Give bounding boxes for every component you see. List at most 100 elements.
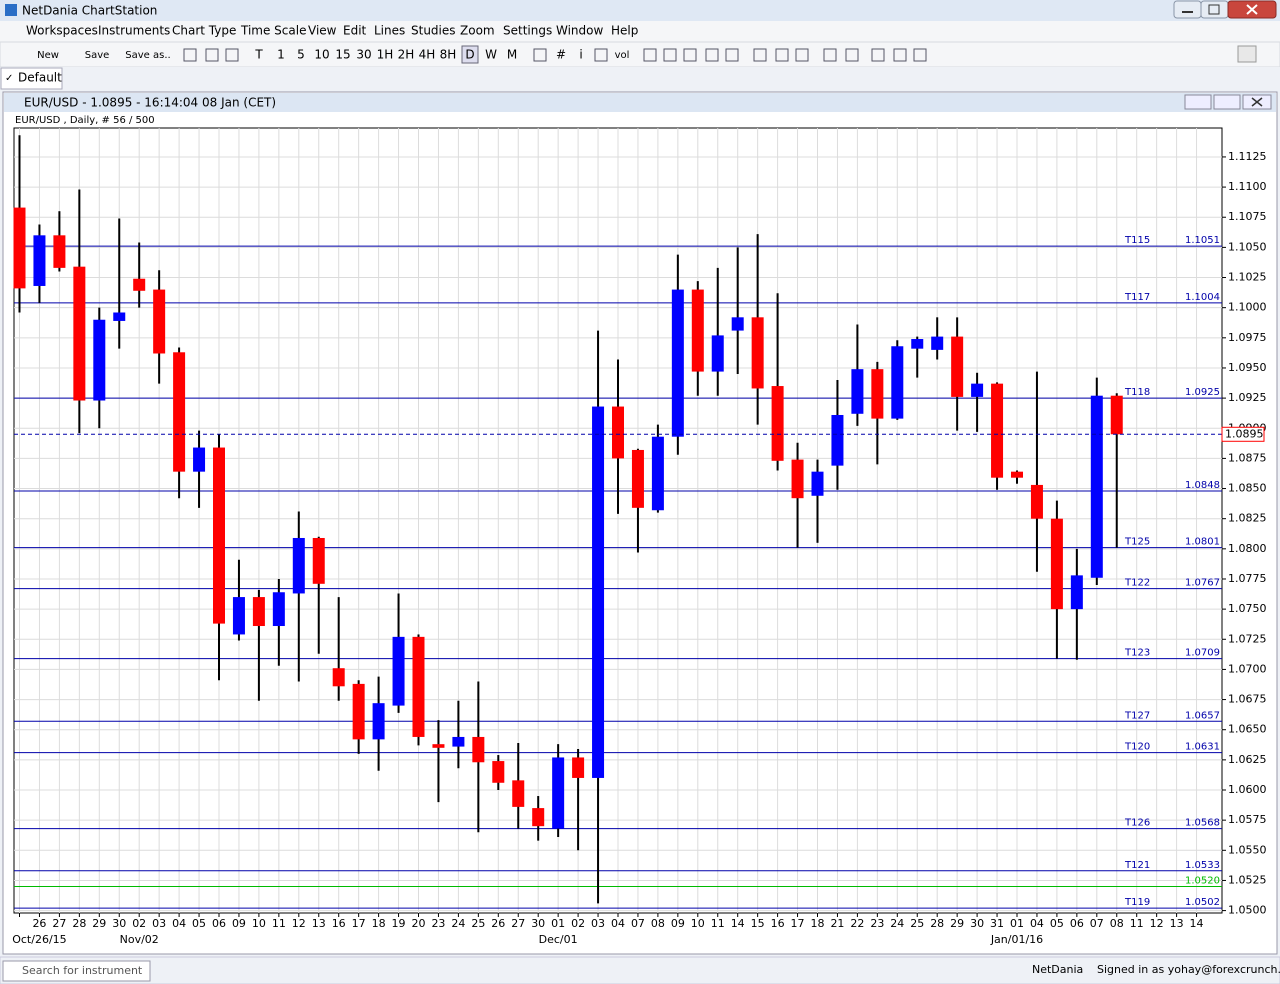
candle-body — [512, 780, 525, 807]
period-button[interactable]: 1 — [277, 48, 285, 62]
x-tick-label: 11 — [711, 917, 725, 930]
menu-item[interactable]: Instruments — [98, 24, 170, 38]
title-bar — [0, 0, 1280, 21]
toolbar-toggle[interactable] — [1237, 45, 1257, 63]
x-tick-label: 24 — [451, 917, 465, 930]
menu-item[interactable]: Edit — [343, 24, 367, 38]
y-tick-label: 1.0600 — [1228, 783, 1267, 796]
x-tick-label: 30 — [112, 917, 126, 930]
status-bar — [0, 956, 1280, 984]
tool-icon[interactable] — [871, 48, 885, 62]
x-tick-label: 08 — [1110, 917, 1124, 930]
tool-icon[interactable] — [183, 48, 197, 62]
app-icon — [5, 4, 17, 16]
menu-item[interactable]: Help — [611, 24, 638, 38]
x-tick-label: 02 — [132, 917, 146, 930]
restore-icon — [1208, 4, 1220, 15]
menu-item[interactable]: Zoom — [460, 24, 495, 38]
chart-restore[interactable] — [1213, 94, 1241, 110]
period-button[interactable]: 15 — [335, 48, 350, 62]
menu-item[interactable]: Lines — [374, 24, 405, 38]
period-button[interactable]: D — [465, 48, 474, 62]
tab[interactable] — [0, 67, 63, 90]
menu-item[interactable]: Studies — [411, 24, 456, 38]
tool-icon[interactable] — [683, 48, 697, 62]
level-name: T118 — [1124, 387, 1150, 398]
tool-icon[interactable] — [725, 48, 739, 62]
tool-button[interactable]: i — [579, 48, 582, 62]
tool-icon[interactable] — [663, 48, 677, 62]
toolbar-button[interactable]: New — [37, 50, 59, 61]
period-button[interactable]: 1H — [377, 48, 394, 62]
provider: NetDania — [1032, 963, 1083, 976]
period-button[interactable]: 30 — [356, 48, 371, 62]
period-button[interactable]: T — [254, 48, 263, 62]
tool-icon[interactable] — [753, 48, 767, 62]
minimize-button[interactable] — [1173, 0, 1202, 19]
x-tick-label: 01 — [551, 917, 565, 930]
toolbar-button[interactable]: Save as.. — [125, 50, 170, 61]
candle-body — [612, 406, 624, 459]
candle-body — [771, 386, 784, 461]
period-button[interactable]: 5 — [297, 48, 305, 62]
candle-body — [332, 668, 345, 687]
x-tick-label: 14 — [1190, 917, 1204, 930]
period-button[interactable]: 4H — [419, 48, 436, 62]
toolbar-button[interactable]: Save — [85, 50, 110, 61]
candle-body — [871, 369, 884, 419]
tool-button[interactable]: # — [556, 48, 566, 62]
search-box[interactable] — [2, 960, 151, 982]
menu-item[interactable]: Settings — [503, 24, 552, 38]
y-tick-label: 1.0650 — [1228, 723, 1267, 736]
x-tick-label: 26 — [32, 917, 46, 930]
tool-icon[interactable] — [533, 48, 547, 62]
tool-icon[interactable] — [225, 48, 239, 62]
period-button[interactable]: 10 — [314, 48, 329, 62]
tool-icon[interactable] — [823, 48, 837, 62]
period-selected — [461, 45, 479, 64]
level-price: 1.1004 — [1185, 292, 1220, 303]
tool-icon[interactable] — [594, 48, 608, 62]
y-tick-label: 1.0750 — [1228, 602, 1267, 615]
tool-icon[interactable] — [643, 48, 657, 62]
period-button[interactable]: M — [507, 48, 517, 62]
chart-minimize[interactable] — [1184, 94, 1212, 110]
period-button[interactable]: W — [485, 48, 497, 62]
tool-icon[interactable] — [845, 48, 859, 62]
menu-item[interactable]: View — [308, 24, 337, 38]
period-button[interactable]: 8H — [440, 48, 457, 62]
x-tick-label: 06 — [212, 917, 226, 930]
tool-button[interactable]: vol — [615, 50, 630, 61]
x-tick-label: 04 — [611, 917, 625, 930]
menu-item[interactable]: Chart Type — [172, 24, 236, 38]
menu-item[interactable]: Window — [556, 24, 604, 38]
tool-icon[interactable] — [705, 48, 719, 62]
restore-button[interactable] — [1200, 0, 1229, 19]
level-price: 1.0767 — [1185, 578, 1220, 589]
candle-body — [153, 289, 166, 354]
level-name: T122 — [1124, 578, 1150, 589]
y-tick-label: 1.0800 — [1228, 542, 1267, 555]
level-price: 1.0925 — [1185, 387, 1220, 398]
menu-item[interactable]: Time Scale — [240, 24, 306, 38]
tab-check: ✓ — [5, 73, 13, 84]
candle-body — [971, 383, 984, 397]
x-tick-label: 23 — [870, 917, 884, 930]
menu-item[interactable]: Workspaces — [26, 24, 98, 38]
period-button[interactable]: 2H — [398, 48, 415, 62]
tool-icon[interactable] — [205, 48, 219, 62]
tool-icon[interactable] — [893, 48, 907, 62]
tool-icon[interactable] — [795, 48, 809, 62]
x-tick-label: 16 — [771, 917, 785, 930]
candle-body — [731, 317, 744, 331]
y-tick-label: 1.0500 — [1228, 904, 1267, 917]
candle-body — [1030, 484, 1043, 519]
candle-body — [193, 447, 206, 472]
candle-body — [93, 319, 106, 401]
x-tick-label: 16 — [332, 917, 346, 930]
tool-icon[interactable] — [913, 48, 927, 62]
level-name: T126 — [1124, 818, 1150, 829]
level-price: 1.0502 — [1185, 897, 1220, 908]
tool-icon[interactable] — [775, 48, 789, 62]
